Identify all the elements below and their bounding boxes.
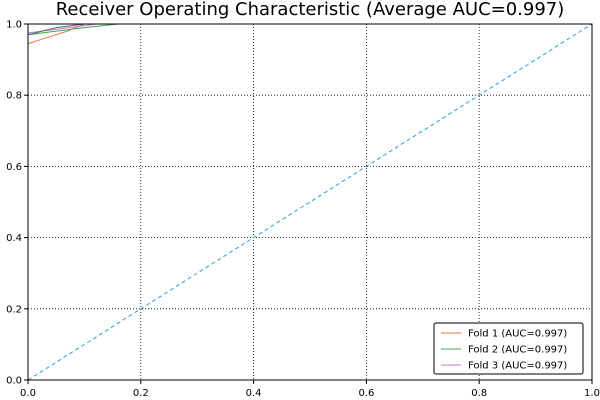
x-tick-label: 0.8: [471, 388, 487, 399]
chance-diagonal-line: [27, 23, 593, 381]
legend-box: [433, 322, 584, 375]
x-tick-label: 1.0: [584, 388, 600, 399]
y-tick-label: 0.4: [6, 233, 22, 244]
x-axis-ticks: 0.0 0.2 0.4 0.6 0.8 1.0: [20, 380, 600, 399]
x-tick-label: 0.6: [358, 388, 374, 399]
legend-label: Fold 1 (AUC=0.997): [468, 329, 567, 340]
grid-lines: [28, 24, 592, 380]
x-tick-label: 0.4: [246, 388, 262, 399]
y-axis-ticks: 0.0 0.2 0.4 0.6 0.8 1.0: [6, 20, 28, 387]
y-tick-label: 0.6: [6, 162, 22, 173]
x-tick-label: 0.0: [20, 388, 36, 399]
x-tick-label: 0.2: [133, 388, 149, 399]
plot-frame: [27, 23, 593, 381]
y-tick-label: 0.2: [6, 304, 22, 315]
legend: Fold 1 (AUC=0.997) Fold 2 (AUC=0.997) Fold…: [433, 322, 584, 375]
legend-label: Fold 3 (AUC=0.997): [468, 361, 567, 372]
y-tick-label: 1.0: [6, 20, 22, 31]
y-tick-label: 0.0: [6, 376, 22, 387]
legend-label: Fold 2 (AUC=0.997): [468, 345, 567, 356]
chart-title: Receiver Operating Characteristic (Avera…: [56, 0, 565, 20]
y-tick-label: 0.8: [6, 91, 22, 102]
